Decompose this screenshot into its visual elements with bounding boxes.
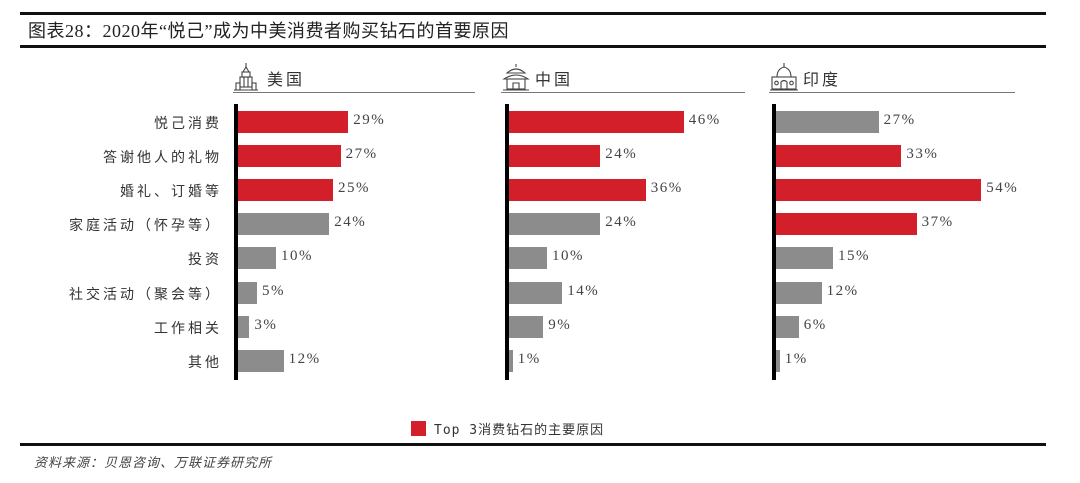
category-label-self-reward: 悦己消费	[154, 116, 222, 132]
bar-value-label: 37%	[921, 214, 954, 231]
bar-value-label: 24%	[605, 214, 638, 231]
bar-value-label: 27%	[883, 112, 916, 128]
panel-axis	[505, 104, 509, 380]
panel-title: 印度	[803, 70, 842, 89]
bar-gift	[238, 145, 341, 168]
bar-value-label: 14%	[567, 282, 600, 299]
top-rule	[20, 12, 1046, 15]
bar-value-label: 6%	[803, 316, 827, 333]
legend-label: Top 3消费钻石的主要原因	[434, 423, 605, 438]
panel-header-1: 中国	[501, 62, 745, 93]
legend-swatch-top3	[411, 421, 426, 436]
figure-title: 图表28：2020年“悦己”成为中美消费者购买钻石的首要原因	[28, 21, 509, 41]
bar-value-label: 12%	[826, 282, 859, 299]
bar-value-label: 24%	[605, 146, 638, 163]
bar-family-event	[238, 213, 330, 236]
bar-social-event	[238, 281, 257, 304]
bar-social-event	[509, 281, 563, 304]
panel-axis	[772, 104, 776, 380]
category-label-other: 其他	[188, 354, 222, 371]
bar-value-label: 10%	[552, 248, 584, 265]
bar-family-event	[776, 213, 917, 236]
bar-wedding-engagement	[238, 179, 333, 202]
bar-investment	[238, 247, 276, 270]
footer-rule	[20, 443, 1046, 446]
bar-wedding-engagement	[776, 179, 982, 202]
bar-wedding-engagement	[509, 179, 646, 202]
bar-investment	[509, 247, 547, 270]
bar-value-label: 25%	[338, 180, 370, 197]
bar-self-reward	[776, 111, 879, 133]
panel-header-0: 美国	[233, 62, 475, 93]
panel-axis	[234, 104, 238, 380]
temple-icon	[501, 63, 530, 91]
bar-value-label: 5%	[262, 282, 285, 299]
bar-value-label: 10%	[281, 248, 313, 265]
source-note: 资料来源：贝恩咨询、万联证券研究所	[34, 456, 273, 471]
legend: Top 3消费钻石的主要原因	[411, 419, 604, 438]
bar-value-label: 1%	[517, 350, 541, 367]
category-label-work-related: 工作相关	[154, 320, 222, 337]
bar-work-related	[509, 315, 544, 338]
title-rule	[20, 45, 1046, 48]
dome-palace-icon	[769, 63, 798, 91]
bar-value-label: 12%	[288, 350, 321, 367]
category-label-family-event: 家庭活动（怀孕等）	[69, 218, 222, 235]
bar-gift	[509, 145, 601, 168]
panel-title: 美国	[267, 70, 306, 89]
bar-work-related	[238, 315, 250, 338]
bar-work-related	[776, 315, 799, 338]
bar-value-label: 54%	[986, 180, 1019, 197]
panel-header-2: 印度	[769, 62, 1015, 93]
bar-other	[238, 349, 284, 372]
bar-value-label: 15%	[838, 248, 870, 265]
bar-family-event	[509, 213, 601, 236]
bar-self-reward	[509, 111, 684, 133]
bar-value-label: 46%	[688, 112, 721, 128]
bar-other	[776, 349, 780, 372]
bar-other	[509, 349, 513, 372]
bar-social-event	[776, 281, 822, 304]
panel-title: 中国	[535, 70, 574, 89]
bar-value-label: 3%	[254, 316, 278, 333]
bar-value-label: 27%	[345, 146, 378, 163]
bar-value-label: 36%	[650, 180, 683, 197]
bar-self-reward	[238, 111, 349, 133]
bar-value-label: 33%	[906, 146, 939, 163]
bar-gift	[776, 145, 902, 168]
category-label-gift: 答谢他人的礼物	[103, 150, 222, 167]
category-label-wedding-engagement: 婚礼、订婚等	[120, 184, 222, 201]
category-label-social-event: 社交活动（聚会等）	[69, 286, 222, 303]
bar-value-label: 9%	[548, 316, 572, 333]
bar-value-label: 29%	[353, 112, 386, 128]
category-label-investment: 投资	[188, 252, 222, 269]
bar-value-label: 1%	[784, 350, 808, 367]
skyscraper-icon	[233, 63, 259, 91]
bar-value-label: 24%	[334, 214, 367, 231]
bar-investment	[776, 247, 833, 270]
